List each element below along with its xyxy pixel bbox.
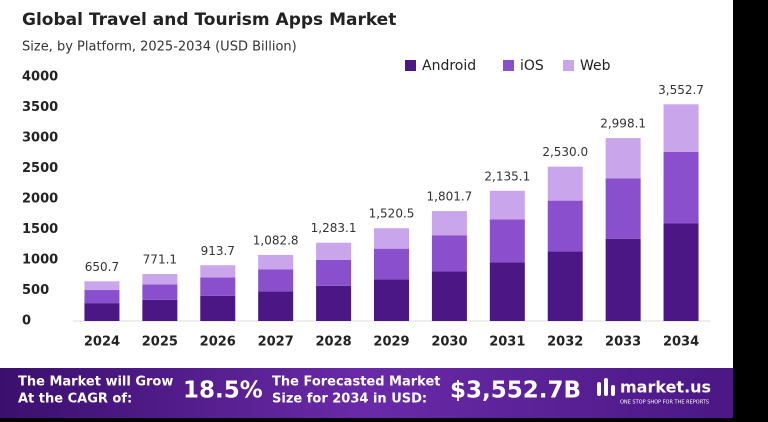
bar-segment: [547, 200, 583, 252]
total-label: 1,283.1: [311, 221, 357, 235]
x-tick-label: 2033: [605, 335, 641, 350]
legend-label: iOS: [520, 58, 544, 74]
brand-logo: [597, 378, 615, 396]
x-tick-label: 2028: [315, 335, 351, 350]
total-label: 771.1: [143, 252, 177, 266]
bar-segment: [84, 303, 120, 321]
x-tick-label: 2034: [663, 335, 699, 350]
legend-label: Android: [422, 58, 476, 74]
bar-segment: [142, 299, 178, 321]
bar-segment: [489, 190, 525, 220]
total-label: 2,530.0: [542, 145, 588, 159]
footer-text: The Forecasted Market: [272, 375, 441, 390]
total-label: 2,998.1: [600, 117, 646, 131]
bar-segment: [489, 262, 525, 321]
bar-segment: [316, 242, 352, 260]
bar-segment: [84, 281, 120, 291]
x-tick-label: 2027: [258, 335, 294, 350]
y-tick-label: 1500: [22, 222, 58, 237]
total-label: 1,082.8: [253, 233, 299, 247]
bar-segment: [142, 273, 178, 285]
bar-segment: [316, 259, 352, 286]
legend-swatch: [563, 60, 574, 71]
x-tick-label: 2032: [547, 335, 583, 350]
x-tick-label: 2030: [431, 335, 467, 350]
total-label: 2,135.1: [484, 169, 530, 183]
bar-segment: [316, 285, 352, 321]
tagline: ONE STOP SHOP FOR THE REPORTS: [620, 400, 709, 406]
y-tick-label: 0: [22, 314, 31, 329]
bar-segment: [200, 265, 236, 278]
x-tick-label: 2031: [489, 335, 525, 350]
bar-segment: [200, 295, 236, 321]
bar-segment: [84, 290, 120, 304]
legend-label: Web: [580, 58, 611, 74]
cagr-value: 18.5%: [183, 378, 263, 404]
y-tick-label: 2000: [22, 192, 58, 207]
total-label: 1,520.5: [369, 207, 415, 221]
chart-subtitle: Size, by Platform, 2025-2034 (USD Billio…: [22, 40, 297, 55]
bar-segment: [431, 235, 467, 272]
bar-segment: [431, 271, 467, 321]
bar-segment: [605, 238, 641, 321]
y-tick-label: 1000: [22, 253, 58, 268]
bar-segment: [258, 254, 294, 270]
y-tick-label: 2500: [22, 161, 58, 176]
bar-segment: [258, 291, 294, 321]
y-tick-label: 3000: [22, 131, 58, 146]
bar-segment: [431, 211, 467, 236]
bar-segment: [374, 279, 409, 321]
x-tick-label: 2024: [84, 335, 120, 350]
legend-swatch: [405, 60, 416, 71]
footer-text: At the CAGR of:: [18, 392, 132, 407]
bar-segment: [489, 219, 525, 263]
total-label: 650.7: [85, 260, 119, 274]
x-tick-label: 2029: [373, 335, 409, 350]
total-label: 1,801.7: [427, 190, 473, 204]
bar-segment: [605, 138, 641, 179]
brand: market.us: [620, 378, 711, 397]
chart-title: Global Travel and Tourism Apps Market: [22, 10, 396, 30]
bar-segment: [663, 223, 699, 321]
bar-segment: [258, 269, 294, 292]
y-tick-label: 4000: [22, 70, 58, 85]
bar-segment: [374, 248, 409, 280]
bar-segment: [142, 284, 178, 300]
bar-segment: [605, 178, 641, 239]
x-tick-label: 2025: [142, 335, 178, 350]
y-tick-label: 500: [22, 283, 49, 298]
bar-segment: [663, 151, 699, 224]
bar-segment: [200, 277, 236, 296]
total-label: 913.7: [201, 244, 235, 258]
footer-text: Size for 2034 in USD:: [272, 392, 427, 407]
total-label: 3,552.7: [658, 83, 704, 97]
legend-swatch: [503, 60, 514, 71]
bar-segment: [663, 104, 699, 152]
bar-segment: [547, 166, 583, 201]
y-tick-label: 3500: [22, 100, 58, 115]
bar-segment: [374, 228, 409, 249]
bar-segment: [547, 251, 583, 321]
x-tick-label: 2026: [200, 335, 236, 350]
footer-text: The Market will Grow: [18, 375, 173, 390]
forecast-value: $3,552.7B: [450, 378, 581, 404]
footer-band: [0, 368, 733, 418]
